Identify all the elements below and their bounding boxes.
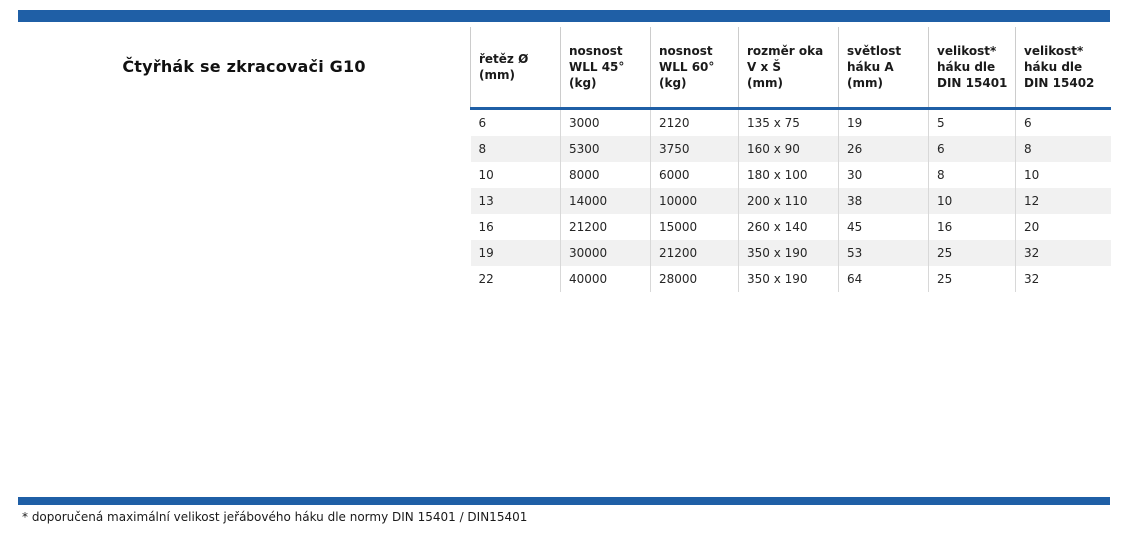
spec-table: řetěz Ø (mm) nosnost WLL 45° (kg) nosnos… <box>470 27 1111 292</box>
table-cell: 3750 <box>650 136 739 162</box>
table-row: 19 30000 21200 350 x 190 53 25 32 <box>470 240 1111 266</box>
table-cell: 21200 <box>560 214 651 240</box>
table-cell: 6 <box>1015 108 1111 136</box>
table-cell: 350 x 190 <box>738 240 839 266</box>
table-cell: 160 x 90 <box>738 136 839 162</box>
table-cell: 32 <box>1015 240 1111 266</box>
column-header-eye-size: rozměr oka V x Š (mm) <box>738 27 839 109</box>
table-cell: 16 <box>478 220 494 234</box>
table-cell: 8 <box>1015 136 1111 162</box>
table-cell: 350 x 190 <box>738 266 839 292</box>
table-cell: 8 <box>928 162 1016 188</box>
table-cell: 25 <box>928 266 1016 292</box>
header-row: řetěz Ø (mm) nosnost WLL 45° (kg) nosnos… <box>470 27 1111 109</box>
table-cell: 6 <box>478 116 487 130</box>
table-row: 10 8000 6000 180 x 100 30 8 10 <box>471 162 1111 188</box>
column-header-wll-45: nosnost WLL 45° (kg) <box>560 27 651 109</box>
table-cell: 53 <box>838 240 929 266</box>
table-cell: 16 <box>928 214 1016 240</box>
table-cell: 10 <box>928 188 1016 214</box>
table-cell: 8000 <box>560 162 651 188</box>
top-accent-bar <box>18 10 1110 22</box>
table-cell: 10 <box>1015 162 1111 188</box>
table-cell: 14000 <box>560 188 651 214</box>
table-cell: 64 <box>838 266 929 292</box>
table-cell: 19 <box>838 108 929 136</box>
table-cell: 30000 <box>560 240 651 266</box>
table-cell: 30 <box>838 162 929 188</box>
table-cell: 12 <box>1015 188 1111 214</box>
column-header-hook-clearance: světlost háku A (mm) <box>838 27 929 109</box>
table-cell: 10000 <box>650 188 739 214</box>
table-cell: 45 <box>838 214 929 240</box>
footnote: * doporučená maximální velikost jeřábové… <box>22 510 528 524</box>
table-cell: 5 <box>928 108 1016 136</box>
column-header-chain-diameter: řetěz Ø (mm) <box>470 27 561 109</box>
content-area: Čtyřhák se zkracovači G10 řetěz Ø (mm) n… <box>18 27 1111 292</box>
table-row: 6 3000 2120 135 x 75 19 5 6 <box>471 108 1111 136</box>
table-cell: 21200 <box>650 240 739 266</box>
column-header-hook-size-din15402: velikost* háku dle DIN 15402 <box>1015 27 1111 109</box>
table-cell: 40000 <box>560 266 651 292</box>
title-cell: Čtyřhák se zkracovači G10 <box>18 27 470 106</box>
table-cell: 25 <box>928 240 1016 266</box>
table-row: 16 21200 15000 260 x 140 45 16 20 <box>471 214 1111 240</box>
table-cell: 8 <box>478 142 487 156</box>
table-cell: 13 <box>478 194 494 208</box>
table-cell: 26 <box>838 136 929 162</box>
page-title: Čtyřhák se zkracovači G10 <box>122 57 366 76</box>
table-cell: 6000 <box>650 162 739 188</box>
table-cell: 2120 <box>650 108 739 136</box>
column-header-hook-size-din15401: velikost* háku dle DIN 15401 <box>928 27 1016 109</box>
table-cell: 19 <box>478 246 494 260</box>
table-cell: 10 <box>478 168 494 182</box>
table-cell: 180 x 100 <box>738 162 839 188</box>
table-cell: 20 <box>1015 214 1111 240</box>
table-cell: 3000 <box>560 108 651 136</box>
table-cell: 22 <box>478 272 494 286</box>
table-cell: 135 x 75 <box>738 108 839 136</box>
table-cell: 260 x 140 <box>738 214 839 240</box>
table-cell: 38 <box>838 188 929 214</box>
table-row: 8 5300 3750 160 x 90 26 6 8 <box>470 136 1111 162</box>
table-cell: 28000 <box>650 266 739 292</box>
column-header-wll-60: nosnost WLL 60° (kg) <box>650 27 739 109</box>
table-cell: 32 <box>1015 266 1111 292</box>
table-row: 13 14000 10000 200 x 110 38 10 12 <box>470 188 1111 214</box>
table-cell: 15000 <box>650 214 739 240</box>
table-cell: 6 <box>928 136 1016 162</box>
table-row: 22 40000 28000 350 x 190 64 25 32 <box>471 266 1111 292</box>
table-cell: 200 x 110 <box>738 188 839 214</box>
bottom-accent-bar <box>18 497 1110 505</box>
table-cell: 5300 <box>560 136 651 162</box>
